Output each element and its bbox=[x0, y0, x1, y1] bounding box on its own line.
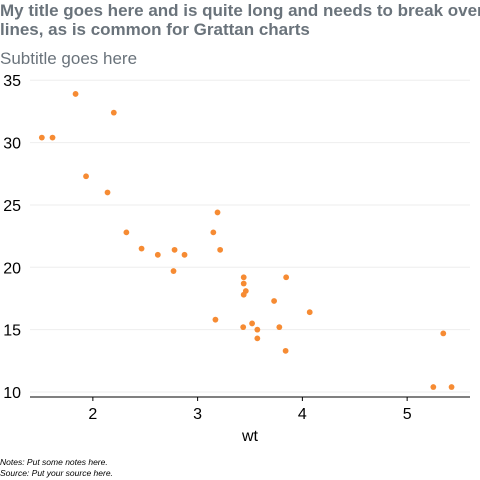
data-point bbox=[282, 347, 289, 354]
data-point bbox=[38, 134, 45, 141]
data-point bbox=[138, 245, 145, 252]
data-point bbox=[254, 326, 261, 333]
data-point bbox=[240, 280, 247, 287]
y-tick-label: 25 bbox=[3, 198, 21, 215]
chart-footnotes: Notes: Put some notes here. Source: Put … bbox=[0, 457, 113, 478]
y-tick-label: 20 bbox=[3, 260, 21, 277]
data-point bbox=[306, 309, 313, 316]
chart-title: My title goes here and is quite long and… bbox=[0, 1, 480, 39]
x-axis-ticks: 2 3 4 5 bbox=[88, 397, 412, 423]
data-point bbox=[249, 320, 255, 327]
data-point bbox=[240, 324, 247, 331]
data-point bbox=[72, 91, 79, 97]
x-tick-label: 3 bbox=[193, 406, 202, 423]
y-tick-label: 10 bbox=[3, 385, 21, 402]
data-point bbox=[440, 330, 447, 337]
y-tick-label: 15 bbox=[3, 323, 21, 340]
x-tick-label: 4 bbox=[298, 406, 307, 423]
data-point bbox=[276, 324, 283, 331]
chart-title-line-1: My title goes here and is quite long and… bbox=[0, 1, 480, 20]
data-point bbox=[240, 274, 247, 281]
y-axis-ticks: 10 15 20 25 30 35 bbox=[3, 73, 21, 402]
gridlines bbox=[30, 79, 470, 393]
source-text: Source: Put your source here. bbox=[0, 467, 113, 478]
chart-title-line-2: lines, as is common for Grattan charts bbox=[0, 20, 310, 39]
data-point bbox=[210, 229, 217, 236]
y-tick-label: 30 bbox=[3, 136, 21, 153]
notes-text: Notes: Put some notes here. bbox=[0, 457, 108, 467]
data-point bbox=[104, 189, 111, 196]
data-point bbox=[181, 251, 188, 258]
data-point bbox=[217, 246, 224, 253]
data-point bbox=[154, 251, 161, 258]
chart-subtitle: Subtitle goes here bbox=[0, 49, 138, 68]
data-point bbox=[283, 274, 290, 281]
data-point bbox=[49, 134, 56, 141]
data-point bbox=[271, 298, 277, 304]
data-point bbox=[123, 229, 130, 236]
x-tick-label: 2 bbox=[88, 406, 97, 423]
data-point bbox=[83, 173, 89, 180]
data-point bbox=[430, 384, 437, 390]
data-point bbox=[448, 384, 455, 390]
data-point bbox=[171, 246, 178, 253]
x-axis-title: wt bbox=[241, 428, 259, 445]
data-point bbox=[240, 291, 247, 298]
data-point bbox=[110, 109, 117, 116]
data-point bbox=[170, 268, 177, 274]
x-tick-label: 5 bbox=[403, 406, 412, 423]
data-point bbox=[212, 316, 219, 323]
y-tick-label: 35 bbox=[3, 73, 21, 90]
data-point bbox=[214, 209, 221, 216]
data-points bbox=[38, 91, 455, 390]
data-point bbox=[254, 335, 261, 342]
